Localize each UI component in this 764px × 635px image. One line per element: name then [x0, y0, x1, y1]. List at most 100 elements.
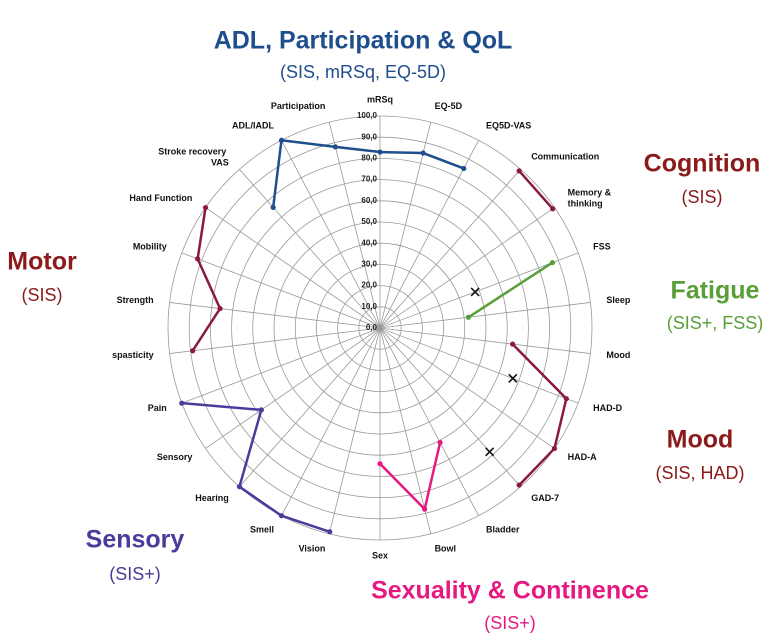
spoke	[379, 327, 521, 487]
spoke	[379, 122, 432, 329]
category-label: HAD-D	[593, 403, 622, 413]
data-point	[420, 150, 426, 156]
data-point	[195, 256, 201, 262]
r-tick-label: 60,0	[361, 196, 377, 205]
group-subtitle: (SIS)	[21, 285, 62, 305]
category-label-line: VAS	[211, 158, 229, 168]
category-label: Sleep	[606, 295, 631, 305]
category-label: Memory & thinking	[568, 188, 614, 209]
group-subtitle: (SIS+)	[109, 564, 161, 584]
data-point	[563, 396, 569, 402]
data-point	[509, 341, 516, 347]
data-point	[377, 149, 383, 155]
spoke	[239, 327, 381, 487]
spoke	[281, 327, 381, 516]
cutoff-marker	[485, 447, 495, 457]
spoke	[379, 252, 579, 329]
data-point	[516, 482, 522, 488]
category-label: Stroke recovery VAS	[158, 147, 229, 168]
spoke	[379, 327, 432, 534]
data-point	[516, 168, 522, 174]
group-title: Cognition	[644, 150, 761, 178]
data-point	[465, 314, 471, 320]
data-point	[461, 165, 467, 172]
data-point	[551, 445, 558, 452]
series-line	[467, 261, 554, 319]
r-tick-label: 10,0	[361, 302, 377, 311]
spoke	[281, 140, 381, 329]
group-subtitle: (SIS+)	[484, 613, 536, 633]
series-line	[181, 401, 331, 533]
category-label: Bowl	[435, 544, 457, 554]
category-label: Bladder	[486, 524, 520, 534]
category-label: Pain	[148, 403, 167, 413]
series-line	[511, 343, 568, 486]
category-label: spasticity	[112, 350, 154, 360]
r-tick-label: 80,0	[361, 154, 377, 163]
category-label: Vision	[299, 544, 326, 554]
spoke	[205, 327, 381, 449]
spoke	[379, 207, 555, 329]
r-tick-label: 90,0	[361, 132, 377, 141]
spoke	[328, 122, 381, 329]
category-label: FSS	[593, 242, 611, 252]
category-label: HAD-A	[568, 452, 597, 462]
spoke	[379, 327, 479, 516]
group-title: Sensory	[86, 526, 185, 554]
group-subtitle: (SIS, mRSq, EQ-5D)	[280, 62, 446, 82]
category-label: EQ5D-VAS	[486, 120, 531, 130]
spoke	[379, 327, 591, 354]
r-tick-label: 0,0	[366, 323, 378, 332]
data-point	[550, 206, 556, 212]
spoke	[181, 327, 381, 404]
data-point	[217, 305, 223, 312]
category-label: Hearing	[195, 493, 229, 503]
category-label: Mood	[606, 350, 630, 360]
category-label: mRSq	[367, 94, 393, 104]
category-label-line: Memory &	[568, 188, 614, 198]
category-label: Hand Function	[129, 193, 192, 203]
data-point	[327, 529, 333, 535]
series-line	[518, 170, 554, 210]
data-point	[437, 439, 443, 446]
data-point	[179, 400, 185, 406]
data-point	[278, 137, 285, 143]
category-label-line: Stroke recovery	[158, 147, 229, 157]
spoke	[379, 327, 579, 404]
spoke	[169, 327, 381, 354]
data-point	[202, 204, 209, 211]
spoke	[379, 327, 555, 449]
category-label: Sex	[372, 550, 388, 560]
data-point	[258, 407, 264, 413]
category-label: Sensory	[157, 452, 193, 462]
data-point	[278, 513, 285, 519]
group-title: Sexuality & Continence	[371, 577, 649, 605]
category-label: GAD-7	[531, 493, 559, 503]
spoke	[328, 327, 381, 534]
category-label: ADL/IADL	[232, 120, 274, 130]
spoke	[239, 169, 381, 329]
group-title: Motor	[7, 248, 77, 276]
category-label: Smell	[250, 524, 274, 534]
spoke	[379, 169, 521, 329]
data-point	[377, 461, 383, 467]
r-tick-label: 50,0	[361, 217, 377, 226]
data-point	[422, 506, 428, 512]
category-label: Mobility	[133, 242, 167, 252]
group-title: ADL, Participation & QoL	[214, 27, 513, 55]
group-subtitle: (SIS, HAD)	[655, 463, 744, 483]
data-point	[332, 144, 338, 150]
category-label: Strength	[117, 295, 154, 305]
data-point	[236, 484, 243, 490]
cutoff-marker	[470, 287, 480, 297]
r-tick-label: 30,0	[361, 260, 377, 269]
spoke	[379, 140, 479, 329]
cutoff-marker	[508, 373, 518, 383]
spoke	[205, 207, 381, 329]
data-point	[190, 348, 196, 354]
r-tick-label: 20,0	[361, 281, 377, 290]
r-tick-label: 40,0	[361, 238, 377, 247]
category-label: Participation	[271, 101, 326, 111]
r-tick-label: 70,0	[361, 175, 377, 184]
